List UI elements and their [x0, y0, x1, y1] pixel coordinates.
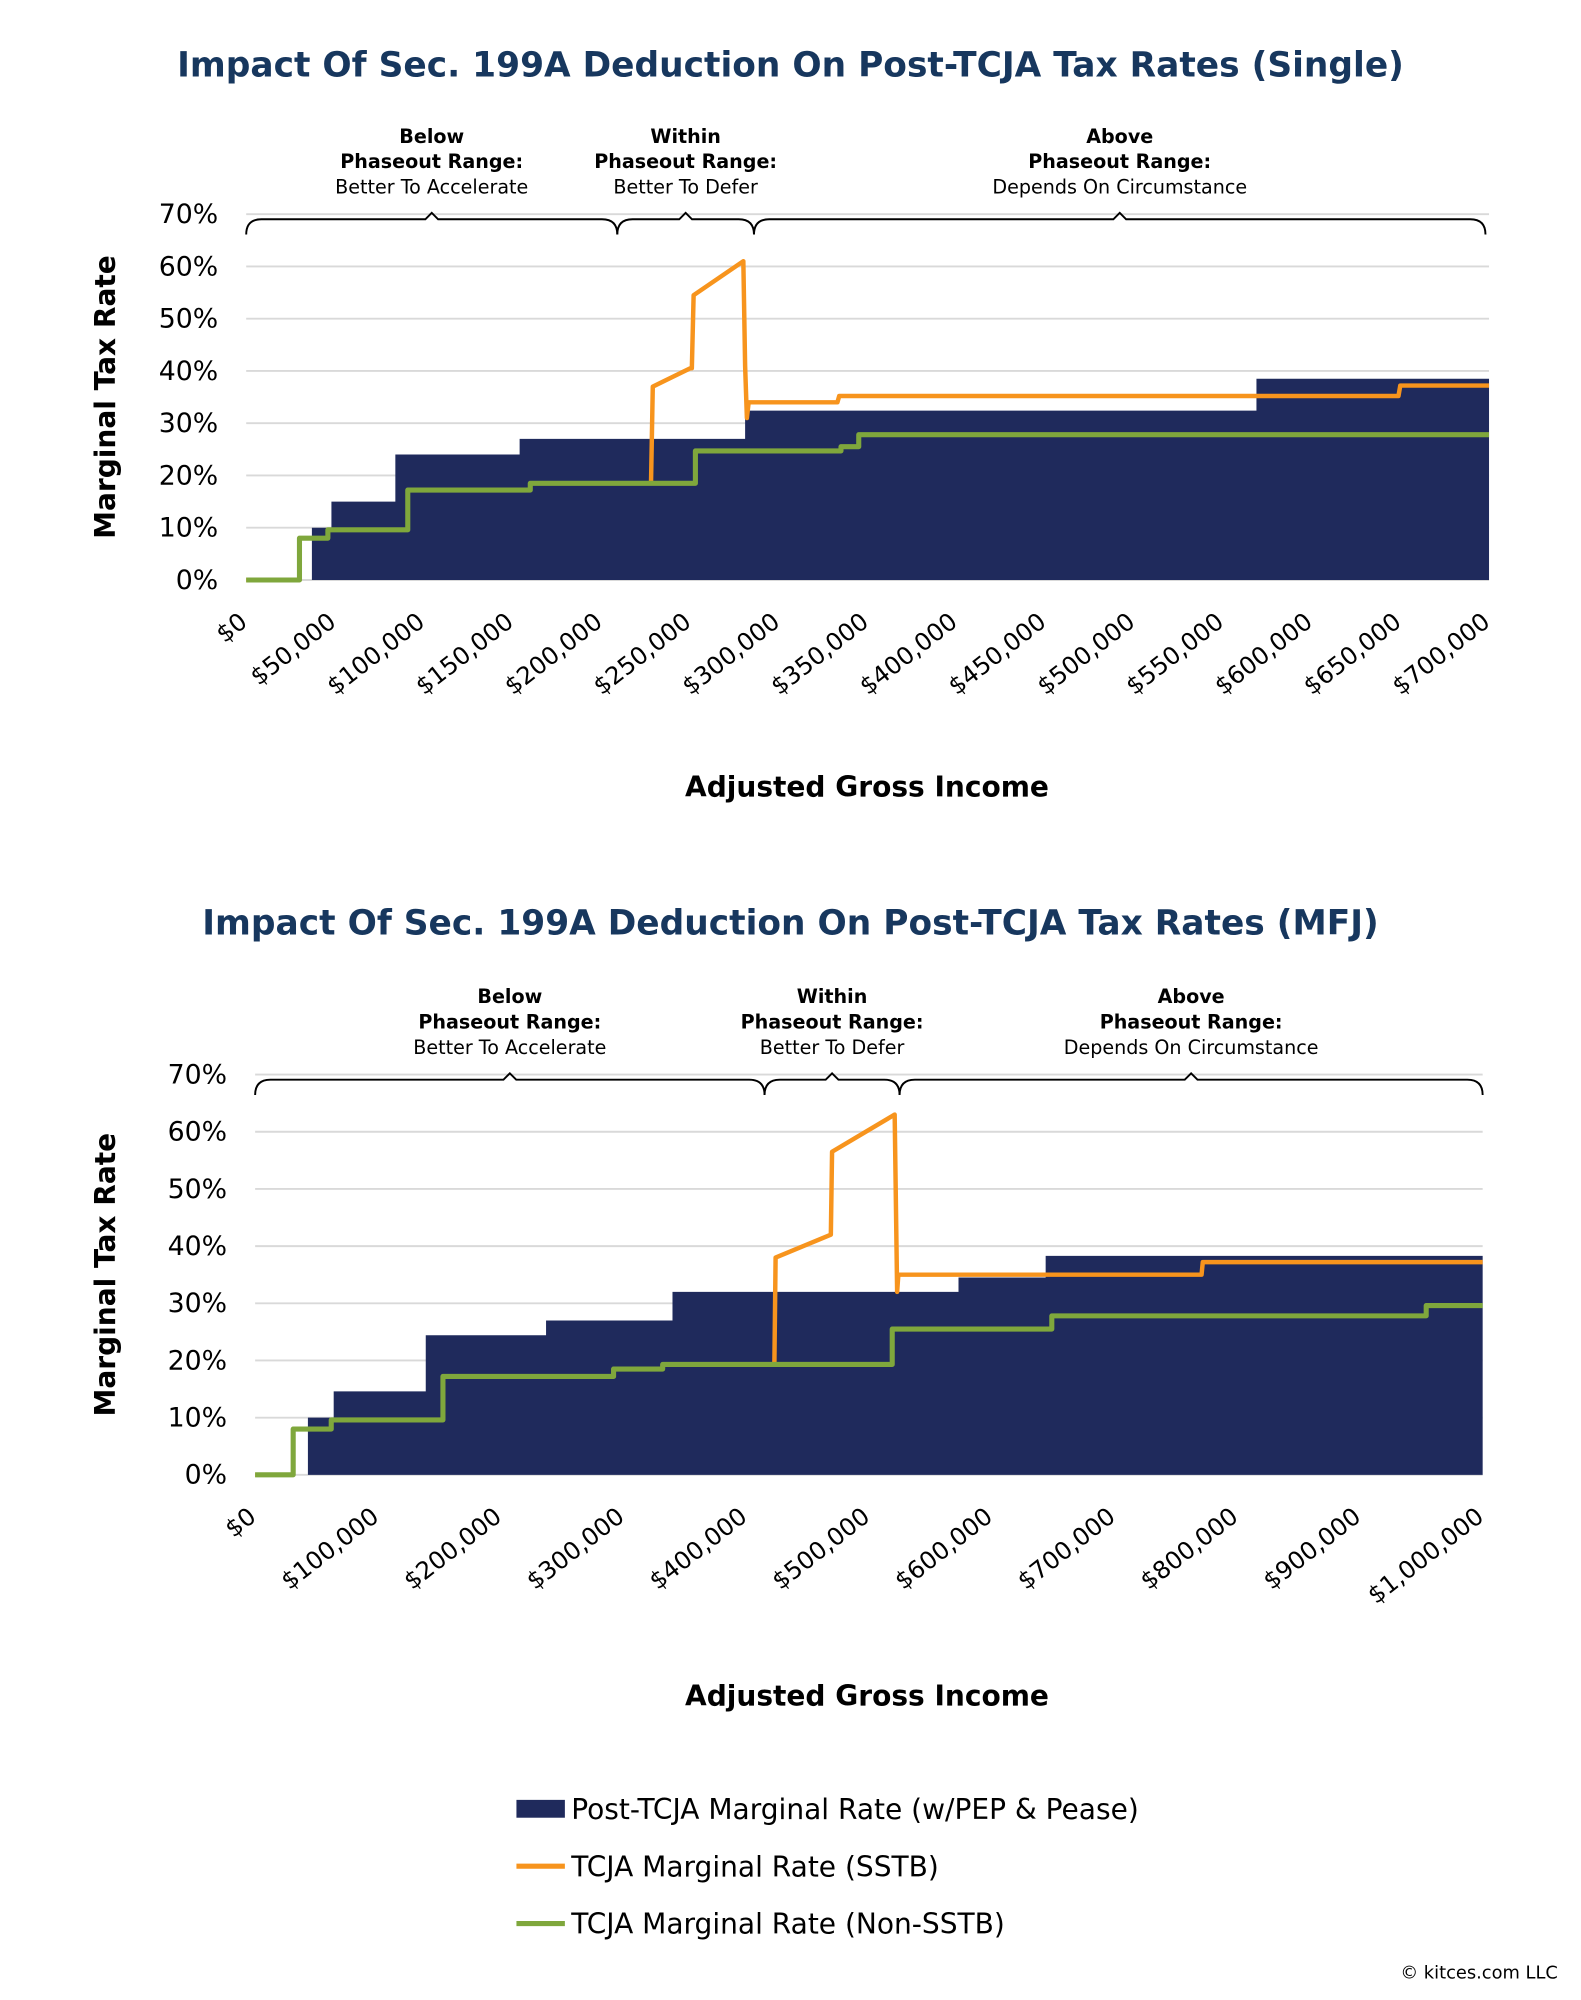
- x-tick-label: $550,000: [1121, 607, 1229, 700]
- y-tick-label: 60%: [159, 251, 218, 282]
- legend: Post-TCJA Marginal Rate (w/PEP & Pease) T…: [516, 1793, 1139, 1941]
- x-tick-label: $650,000: [1298, 607, 1406, 700]
- brace-heading: Below: [399, 125, 464, 148]
- copyright: © kitces.com LLC: [1400, 1962, 1558, 1983]
- y-tick-label: 0%: [176, 565, 218, 596]
- series-area-base: [307, 1255, 1483, 1475]
- phaseout-brace: [763, 1071, 901, 1095]
- brace-heading: Below: [477, 985, 542, 1008]
- brace-subtext: Better To Accelerate: [335, 176, 528, 199]
- series-line-nonsstb: [246, 432, 1490, 583]
- x-tick-label: $0: [211, 607, 253, 648]
- y-tick-label: 30%: [159, 408, 218, 439]
- brace-subtext: Depends On Circumstance: [1064, 1036, 1319, 1059]
- phaseout-brace: [898, 1071, 1484, 1095]
- x-tick-label: $700,000: [1387, 607, 1495, 700]
- brace-heading: Within: [650, 125, 721, 148]
- y-axis-label: Marginal Tax Rate: [89, 1133, 122, 1417]
- x-tick-label: $400,000: [644, 1502, 752, 1595]
- x-tick-label: $800,000: [1135, 1502, 1243, 1595]
- x-tick-label: $0: [220, 1502, 262, 1543]
- brace-subtext: Depends On Circumstance: [992, 176, 1247, 199]
- phaseout-brace: [254, 1071, 766, 1095]
- brace-heading: Within: [797, 985, 868, 1008]
- brace-heading: Above: [1158, 985, 1225, 1008]
- brace-heading: Above: [1086, 125, 1153, 148]
- brace-subtext: Better To Defer: [760, 1036, 905, 1059]
- legend-label: TCJA Marginal Rate (Non-SSTB): [570, 1908, 1005, 1941]
- x-tick-label: $250,000: [588, 607, 696, 700]
- x-tick-label: $600,000: [890, 1502, 998, 1595]
- y-tick-label: 60%: [168, 1117, 227, 1148]
- y-tick-label: 40%: [168, 1231, 227, 1262]
- y-tick-label: 70%: [159, 199, 218, 230]
- phaseout-brace: [245, 211, 619, 235]
- brace-subtext: Better To Defer: [613, 176, 758, 199]
- chart-mfj: Impact Of Sec. 199A Deduction On Post-TC…: [89, 903, 1489, 1712]
- chart-single: Impact Of Sec. 199A Deduction On Post-TC…: [89, 45, 1495, 803]
- brace-heading: Phaseout Range:: [418, 1011, 601, 1034]
- brace-heading: Phaseout Range:: [1100, 1011, 1283, 1034]
- chart-title: Impact Of Sec. 199A Deduction On Post-TC…: [202, 903, 1378, 943]
- y-tick-label: 20%: [159, 460, 218, 491]
- y-axis-label: Marginal Tax Rate: [89, 255, 122, 539]
- x-tick-label: $900,000: [1258, 1502, 1366, 1595]
- series-area-base: [311, 378, 1490, 580]
- x-axis-label: Adjusted Gross Income: [685, 1680, 1049, 1713]
- y-tick-label: 0%: [185, 1460, 227, 1491]
- chart-title: Impact Of Sec. 199A Deduction On Post-TC…: [177, 45, 1404, 85]
- x-tick-label: $600,000: [1209, 607, 1317, 700]
- brace-heading: Phaseout Range:: [741, 1011, 924, 1034]
- y-tick-label: 70%: [168, 1059, 227, 1090]
- legend-label: Post-TCJA Marginal Rate (w/PEP & Pease): [571, 1793, 1139, 1826]
- y-tick-label: 50%: [168, 1174, 227, 1205]
- x-tick-label: $150,000: [411, 607, 519, 700]
- x-tick-label: $200,000: [399, 1502, 507, 1595]
- y-tick-label: 50%: [159, 304, 218, 335]
- x-tick-label: $400,000: [854, 607, 962, 700]
- x-tick-label: $300,000: [521, 1502, 629, 1595]
- legend-label: TCJA Marginal Rate (SSTB): [570, 1850, 939, 1883]
- y-tick-label: 30%: [168, 1288, 227, 1319]
- x-tick-label: $500,000: [767, 1502, 875, 1595]
- x-axis-label: Adjusted Gross Income: [685, 771, 1049, 804]
- phaseout-brace: [616, 211, 755, 235]
- y-tick-label: 40%: [159, 356, 218, 387]
- series-line-nonsstb: [255, 1303, 1483, 1478]
- brace-subtext: Better To Accelerate: [413, 1036, 606, 1059]
- y-tick-label: 20%: [168, 1345, 227, 1376]
- brace-heading: Phaseout Range:: [340, 150, 523, 173]
- y-tick-label: 10%: [168, 1403, 227, 1434]
- x-tick-label: $700,000: [1012, 1502, 1120, 1595]
- brace-heading: Phaseout Range:: [1028, 150, 1211, 173]
- x-tick-label: $450,000: [943, 607, 1051, 700]
- legend-swatch-base: [516, 1799, 565, 1818]
- x-tick-label: $100,000: [322, 607, 430, 700]
- x-tick-label: $350,000: [766, 607, 874, 700]
- x-tick-label: $200,000: [499, 607, 607, 700]
- x-tick-label: $500,000: [1032, 607, 1140, 700]
- x-tick-label: $1,000,000: [1362, 1502, 1488, 1609]
- phaseout-brace: [753, 211, 1487, 235]
- y-tick-label: 10%: [159, 513, 218, 544]
- x-tick-label: $300,000: [677, 607, 785, 700]
- brace-heading: Phaseout Range:: [594, 150, 777, 173]
- x-tick-label: $100,000: [276, 1502, 384, 1595]
